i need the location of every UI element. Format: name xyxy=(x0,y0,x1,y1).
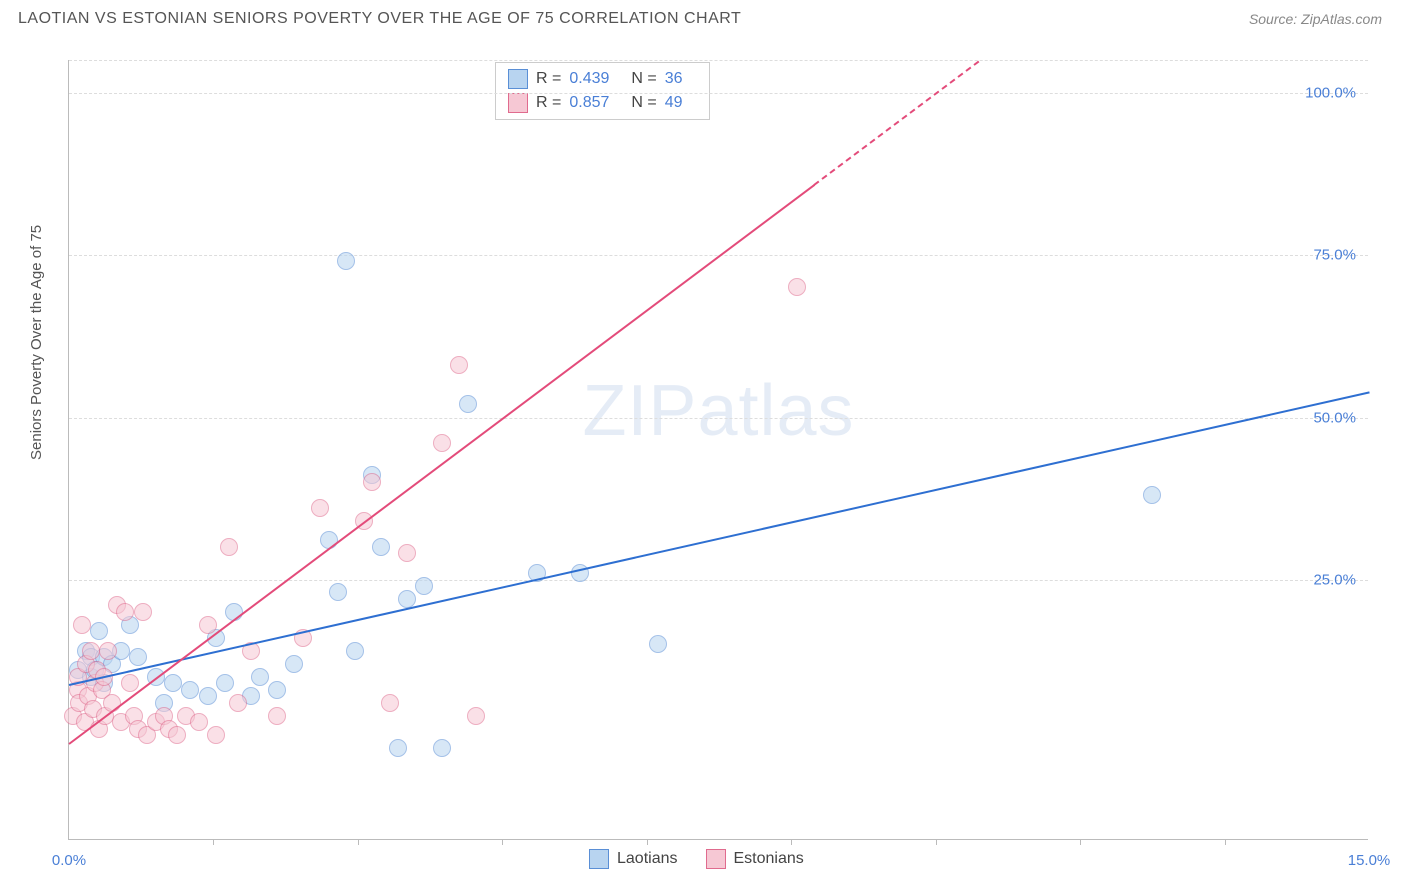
n-label: N = xyxy=(631,94,656,112)
x-tick xyxy=(213,839,214,845)
data-point xyxy=(571,564,589,582)
legend-label: Laotians xyxy=(617,850,678,868)
data-point xyxy=(372,538,390,556)
chart-title: LAOTIAN VS ESTONIAN SENIORS POVERTY OVER… xyxy=(18,10,741,28)
data-point xyxy=(82,642,100,660)
data-point xyxy=(268,707,286,725)
data-point xyxy=(216,674,234,692)
swatch-icon xyxy=(706,849,726,869)
r-value-estonians: 0.857 xyxy=(569,94,609,112)
y-axis-label: Seniors Poverty Over the Age of 75 xyxy=(28,225,45,460)
data-point xyxy=(459,395,477,413)
n-value-estonians: 49 xyxy=(665,94,683,112)
data-point xyxy=(251,668,269,686)
plot-area: ZIPatlas R = 0.439 N = 36 R = 0.857 N = … xyxy=(68,60,1368,840)
data-point xyxy=(99,642,117,660)
data-point xyxy=(363,473,381,491)
data-point xyxy=(467,707,485,725)
swatch-laotians xyxy=(508,69,528,89)
x-tick xyxy=(647,839,648,845)
y-tick-label: 50.0% xyxy=(1313,409,1356,426)
stats-row-laotians: R = 0.439 N = 36 xyxy=(508,67,697,91)
gridline-h xyxy=(69,60,1368,61)
trend-line xyxy=(69,392,1369,686)
n-value-laotians: 36 xyxy=(665,70,683,88)
chart-container: Seniors Poverty Over the Age of 75 ZIPat… xyxy=(18,40,1388,880)
x-tick xyxy=(502,839,503,845)
data-point xyxy=(389,739,407,757)
data-point xyxy=(207,726,225,744)
x-tick-label: 15.0% xyxy=(1348,852,1391,869)
data-point xyxy=(190,713,208,731)
data-point xyxy=(329,583,347,601)
data-point xyxy=(450,356,468,374)
legend: Laotians Estonians xyxy=(589,849,804,869)
stats-row-estonians: R = 0.857 N = 49 xyxy=(508,91,697,115)
legend-item-estonians: Estonians xyxy=(706,849,804,869)
data-point xyxy=(381,694,399,712)
gridline-h xyxy=(69,418,1368,419)
data-point xyxy=(433,739,451,757)
trend-line xyxy=(68,184,815,745)
data-point xyxy=(433,434,451,452)
data-point xyxy=(134,603,152,621)
x-tick-label: 0.0% xyxy=(52,852,86,869)
x-tick xyxy=(791,839,792,845)
data-point xyxy=(199,616,217,634)
data-point xyxy=(649,635,667,653)
legend-item-laotians: Laotians xyxy=(589,849,678,869)
data-point xyxy=(268,681,286,699)
data-point xyxy=(181,681,199,699)
x-tick xyxy=(1225,839,1226,845)
y-tick-label: 75.0% xyxy=(1313,247,1356,264)
data-point xyxy=(164,674,182,692)
data-point xyxy=(121,674,139,692)
r-value-laotians: 0.439 xyxy=(569,70,609,88)
trend-line xyxy=(814,60,980,185)
data-point xyxy=(346,642,364,660)
data-point xyxy=(285,655,303,673)
data-point xyxy=(90,622,108,640)
data-point xyxy=(116,603,134,621)
x-tick xyxy=(936,839,937,845)
source-label: Source: ZipAtlas.com xyxy=(1249,11,1382,27)
data-point xyxy=(129,648,147,666)
r-label: R = xyxy=(536,70,561,88)
n-label: N = xyxy=(631,70,656,88)
x-tick xyxy=(1080,839,1081,845)
x-tick xyxy=(358,839,359,845)
stats-box: R = 0.439 N = 36 R = 0.857 N = 49 xyxy=(495,62,710,120)
watermark: ZIPatlas xyxy=(582,370,854,452)
legend-label: Estonians xyxy=(734,850,804,868)
swatch-icon xyxy=(589,849,609,869)
data-point xyxy=(199,687,217,705)
data-point xyxy=(415,577,433,595)
data-point xyxy=(73,616,91,634)
y-tick-label: 25.0% xyxy=(1313,572,1356,589)
swatch-estonians xyxy=(508,93,528,113)
data-point xyxy=(229,694,247,712)
data-point xyxy=(168,726,186,744)
data-point xyxy=(398,590,416,608)
y-tick-label: 100.0% xyxy=(1305,84,1356,101)
data-point xyxy=(220,538,238,556)
data-point xyxy=(311,499,329,517)
data-point xyxy=(337,252,355,270)
data-point xyxy=(788,278,806,296)
r-label: R = xyxy=(536,94,561,112)
data-point xyxy=(1143,486,1161,504)
gridline-h xyxy=(69,93,1368,94)
data-point xyxy=(398,544,416,562)
gridline-h xyxy=(69,580,1368,581)
